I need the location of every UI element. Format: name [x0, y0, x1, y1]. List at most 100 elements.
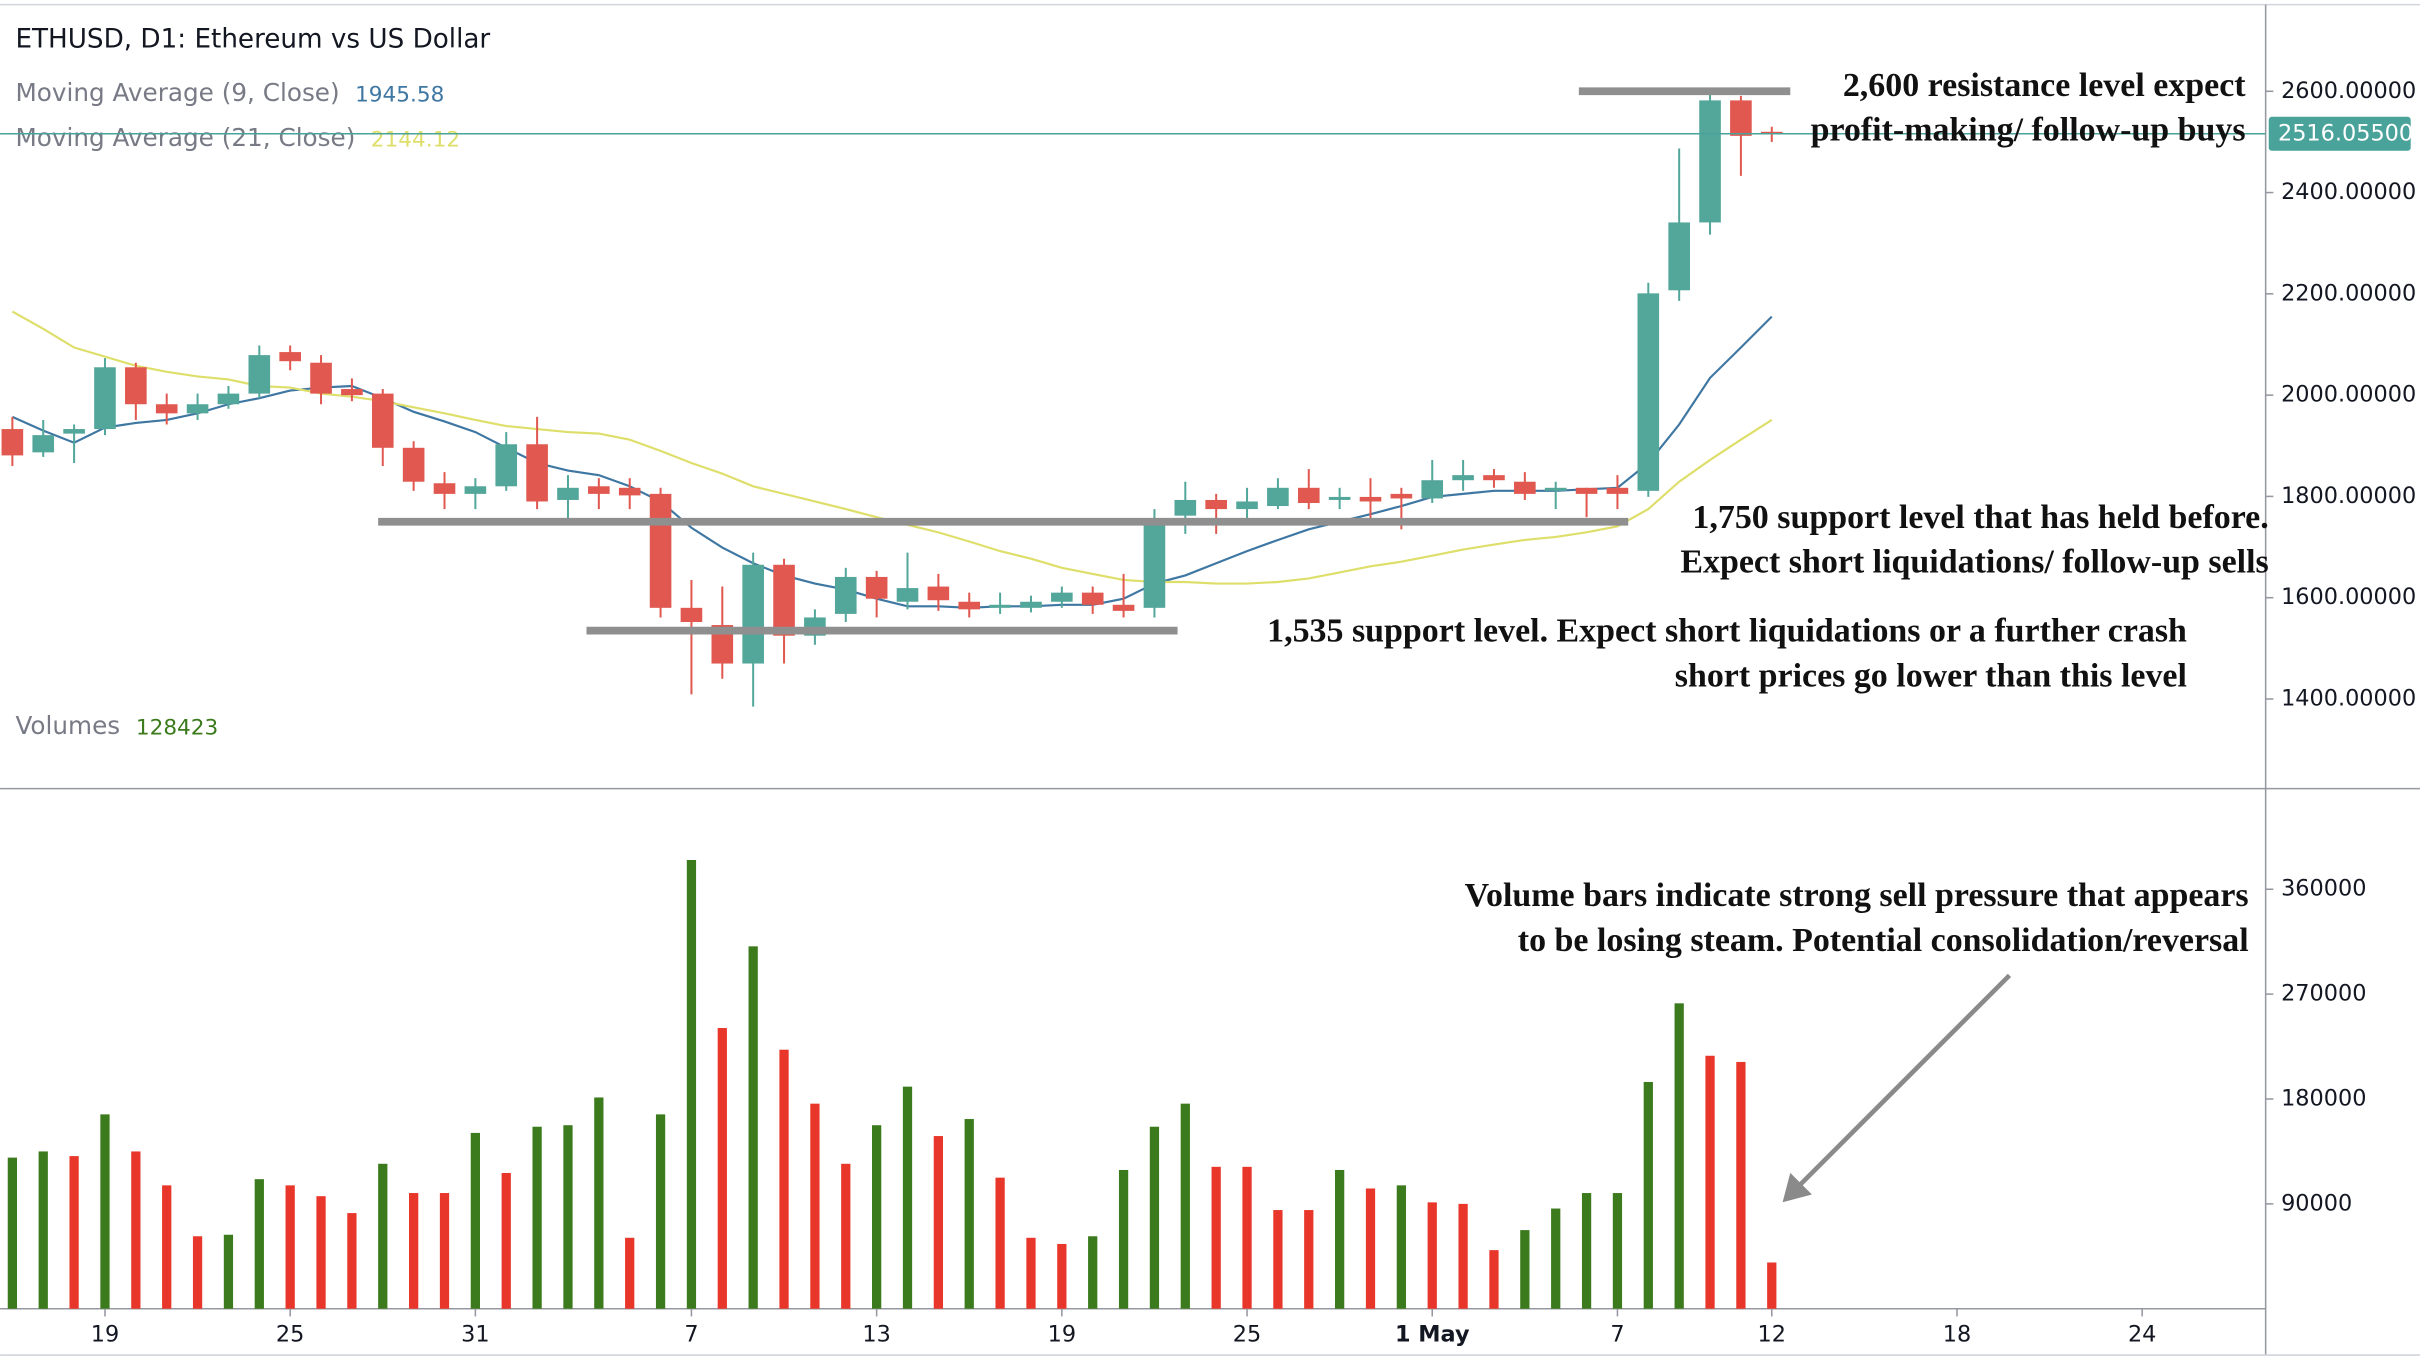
annotation: 1,535 support level. Expect short liquid…	[1267, 613, 2187, 650]
y-tick-label: 2000.00000	[2281, 382, 2416, 408]
volume-bar	[810, 1103, 820, 1309]
candle-body	[1606, 487, 1629, 494]
y-tick-label: 180000	[2281, 1085, 2366, 1111]
x-tick-label: 12	[1758, 1321, 1786, 1347]
candle-body	[1051, 592, 1073, 602]
volume-bar	[1458, 1203, 1468, 1309]
volume-bar	[717, 1028, 727, 1309]
candle-body	[1637, 293, 1660, 491]
volume-bar	[1242, 1166, 1252, 1309]
candle-body	[958, 601, 981, 610]
volume-bar	[1088, 1236, 1098, 1309]
volume-bar	[1489, 1250, 1499, 1309]
candle-body	[1452, 475, 1474, 481]
candle-body	[1514, 481, 1536, 494]
candle-body	[649, 493, 672, 608]
volume-bar	[686, 859, 697, 1309]
volume-title: Volumes	[15, 711, 120, 740]
candle-body	[310, 362, 332, 394]
volume-bar	[1674, 1003, 1684, 1309]
moving-average	[11, 315, 1773, 609]
legend-label: Moving Average (21, Close)	[15, 123, 355, 152]
annotation: to be losing steam. Potential consolidat…	[1518, 922, 2249, 959]
candle-body	[557, 487, 579, 500]
candle-body	[865, 576, 888, 599]
volume-bar	[1427, 1202, 1437, 1309]
candle-body	[927, 586, 950, 601]
volume-bar	[563, 1125, 573, 1309]
candle-body	[1, 429, 24, 456]
volume-bar	[748, 946, 758, 1309]
arrow	[1782, 973, 2012, 1203]
volume-bar	[254, 1179, 264, 1309]
candle-body	[1668, 222, 1690, 291]
volume-bar	[409, 1193, 419, 1309]
candle-body	[773, 564, 795, 636]
annotation: 2,600 resistance level expect	[1843, 67, 2246, 104]
volume-bar	[1736, 1061, 1746, 1309]
volume-bar	[100, 1114, 110, 1309]
candle-body	[711, 625, 734, 664]
x-tick-label: 7	[684, 1321, 698, 1347]
y-tick-label: 270000	[2281, 981, 2366, 1007]
candle-body	[742, 564, 764, 664]
x-tick-label: 24	[2128, 1321, 2156, 1347]
candle-body	[1081, 592, 1104, 605]
candle-body	[618, 487, 641, 496]
volume-bar	[779, 1049, 789, 1309]
y-tick-label: 1600.00000	[2281, 584, 2416, 610]
last-price-box	[2268, 116, 2411, 151]
x-tick-label: 25	[276, 1321, 304, 1347]
candle-body	[588, 486, 610, 494]
volume-bar	[1026, 1237, 1036, 1309]
volume-bar	[1643, 1081, 1653, 1309]
volume-bar	[1551, 1208, 1561, 1309]
volume-bar	[1304, 1210, 1314, 1309]
candle-body	[1421, 480, 1444, 499]
candle-body	[1112, 604, 1135, 611]
volume-bar	[470, 1132, 481, 1309]
y-tick-label: 1800.00000	[2281, 483, 2416, 509]
candle-body	[1544, 487, 1567, 491]
volume-value: 128423	[136, 715, 218, 740]
volume-bar	[162, 1185, 172, 1309]
volume-bar	[655, 1114, 666, 1309]
candle-body	[1760, 131, 1783, 134]
plot	[1, 92, 1783, 1309]
chart-title: ETHUSD, D1: Ethereum vs US Dollar	[15, 25, 490, 55]
x-tick-label: 1 May	[1395, 1321, 1470, 1347]
candle-body	[1699, 100, 1721, 223]
x-tick-label: 25	[1233, 1321, 1261, 1347]
volume-bar	[902, 1086, 913, 1309]
x-tick-label: 7	[1610, 1321, 1624, 1347]
candle-body	[896, 588, 919, 602]
annotation: Volume bars indicate strong sell pressur…	[1465, 877, 2249, 914]
annotation: short prices go lower than this level	[1675, 657, 2187, 694]
volume-bar	[1335, 1169, 1345, 1309]
candle-body	[341, 389, 363, 396]
candle-body	[1143, 518, 1166, 608]
y-tick-label: 360000	[2281, 876, 2366, 902]
candle-body	[495, 444, 518, 487]
legend-value: 1945.58	[355, 83, 444, 108]
candle-body	[1359, 496, 1382, 502]
volume-bar	[316, 1196, 326, 1309]
volume-bar	[1396, 1185, 1407, 1309]
x-tick-label: 13	[862, 1321, 890, 1347]
candle-body	[680, 607, 703, 623]
candle-body	[217, 393, 240, 405]
volume-bar	[625, 1237, 635, 1309]
volume-bar	[223, 1234, 234, 1309]
x-tick-label: 19	[1048, 1321, 1076, 1347]
volume-bar	[1273, 1210, 1283, 1309]
candle-body	[1328, 496, 1351, 500]
candle-body	[371, 393, 394, 448]
y-tick-label: 2400.00000	[2281, 179, 2416, 205]
volume-bar	[841, 1163, 851, 1309]
volume-bar	[501, 1172, 511, 1309]
volume-bar	[1149, 1126, 1160, 1309]
annotation: profit-making/ follow-up buys	[1811, 112, 2246, 149]
volume-bar	[69, 1156, 79, 1309]
candle-body	[834, 576, 857, 614]
